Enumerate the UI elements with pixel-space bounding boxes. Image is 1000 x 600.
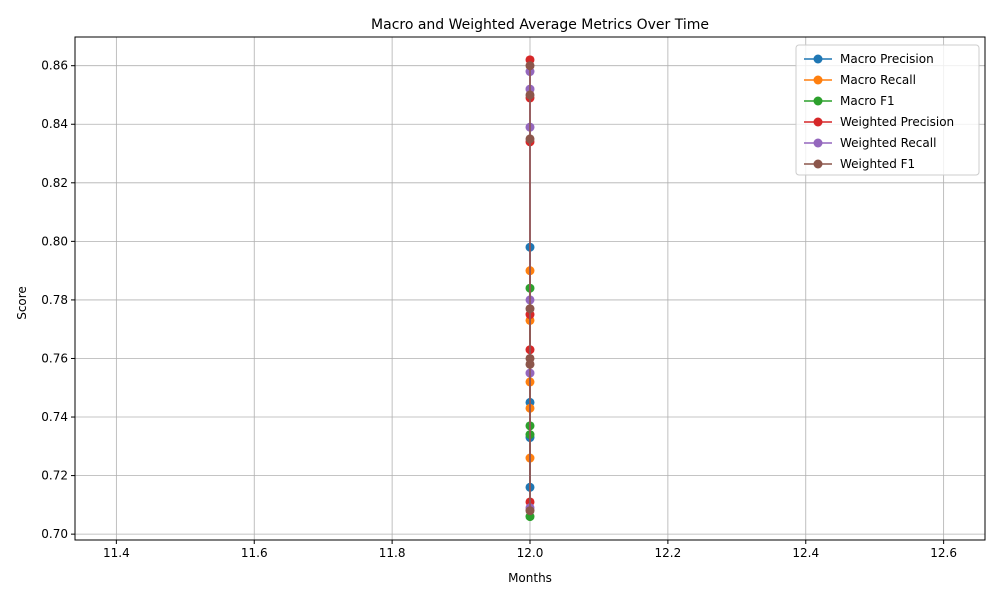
- legend-marker-swatch: [813, 75, 823, 85]
- legend-box: [795, 44, 980, 176]
- legend-marker-swatch: [813, 96, 823, 106]
- legend-entry-label: Macro Recall: [840, 73, 916, 87]
- data-point: [525, 304, 535, 314]
- y-tick-label: 0.78: [41, 293, 68, 307]
- x-axis-label: Months: [508, 571, 552, 585]
- y-tick-label: 0.74: [41, 410, 68, 424]
- legend-entry-label: Weighted Precision: [840, 115, 954, 129]
- x-tick-label: 11.6: [241, 546, 268, 560]
- y-axis-label: Score: [15, 286, 29, 320]
- x-tick-label: 12.4: [792, 546, 819, 560]
- x-tick-label: 11.8: [379, 546, 406, 560]
- y-tick-label: 0.70: [41, 527, 68, 541]
- legend-marker-swatch: [813, 138, 823, 148]
- series-layer: [525, 55, 535, 522]
- y-tick-label: 0.84: [41, 117, 68, 131]
- x-tick-label: 12.6: [930, 546, 957, 560]
- x-tick-label: 11.4: [103, 546, 130, 560]
- x-tick-label: 12.0: [517, 546, 544, 560]
- y-tick-label: 0.82: [41, 176, 68, 190]
- data-point: [525, 353, 535, 363]
- y-tick-label: 0.72: [41, 469, 68, 483]
- legend-entry-label: Weighted Recall: [840, 136, 936, 150]
- legend-marker-swatch: [813, 159, 823, 169]
- chart-title: Macro and Weighted Average Metrics Over …: [371, 17, 709, 33]
- data-point: [525, 61, 535, 71]
- legend-entry-label: Weighted F1: [840, 157, 915, 171]
- y-tick-label: 0.76: [41, 351, 68, 365]
- y-tick-label: 0.80: [41, 234, 68, 248]
- y-axis: 0.70 0.72 0.74 0.76 0.78 0.80 0.82 0.84 0.86: [41, 59, 75, 541]
- legend-entry-label: Macro F1: [840, 94, 895, 108]
- data-point: [525, 134, 535, 144]
- y-tick-label: 0.86: [41, 59, 68, 73]
- legend-marker-swatch: [813, 54, 823, 64]
- x-tick-label: 12.2: [655, 546, 682, 560]
- data-point: [525, 90, 535, 100]
- legend: Macro Precision Macro Recall Macro F1 Weigh…: [795, 44, 980, 176]
- x-axis: 11.4 11.6 11.8 12.0 12.2 12.4 12.6: [103, 540, 957, 560]
- data-point: [525, 506, 535, 516]
- legend-marker-swatch: [813, 117, 823, 127]
- legend-entry-label: Macro Precision: [840, 52, 934, 66]
